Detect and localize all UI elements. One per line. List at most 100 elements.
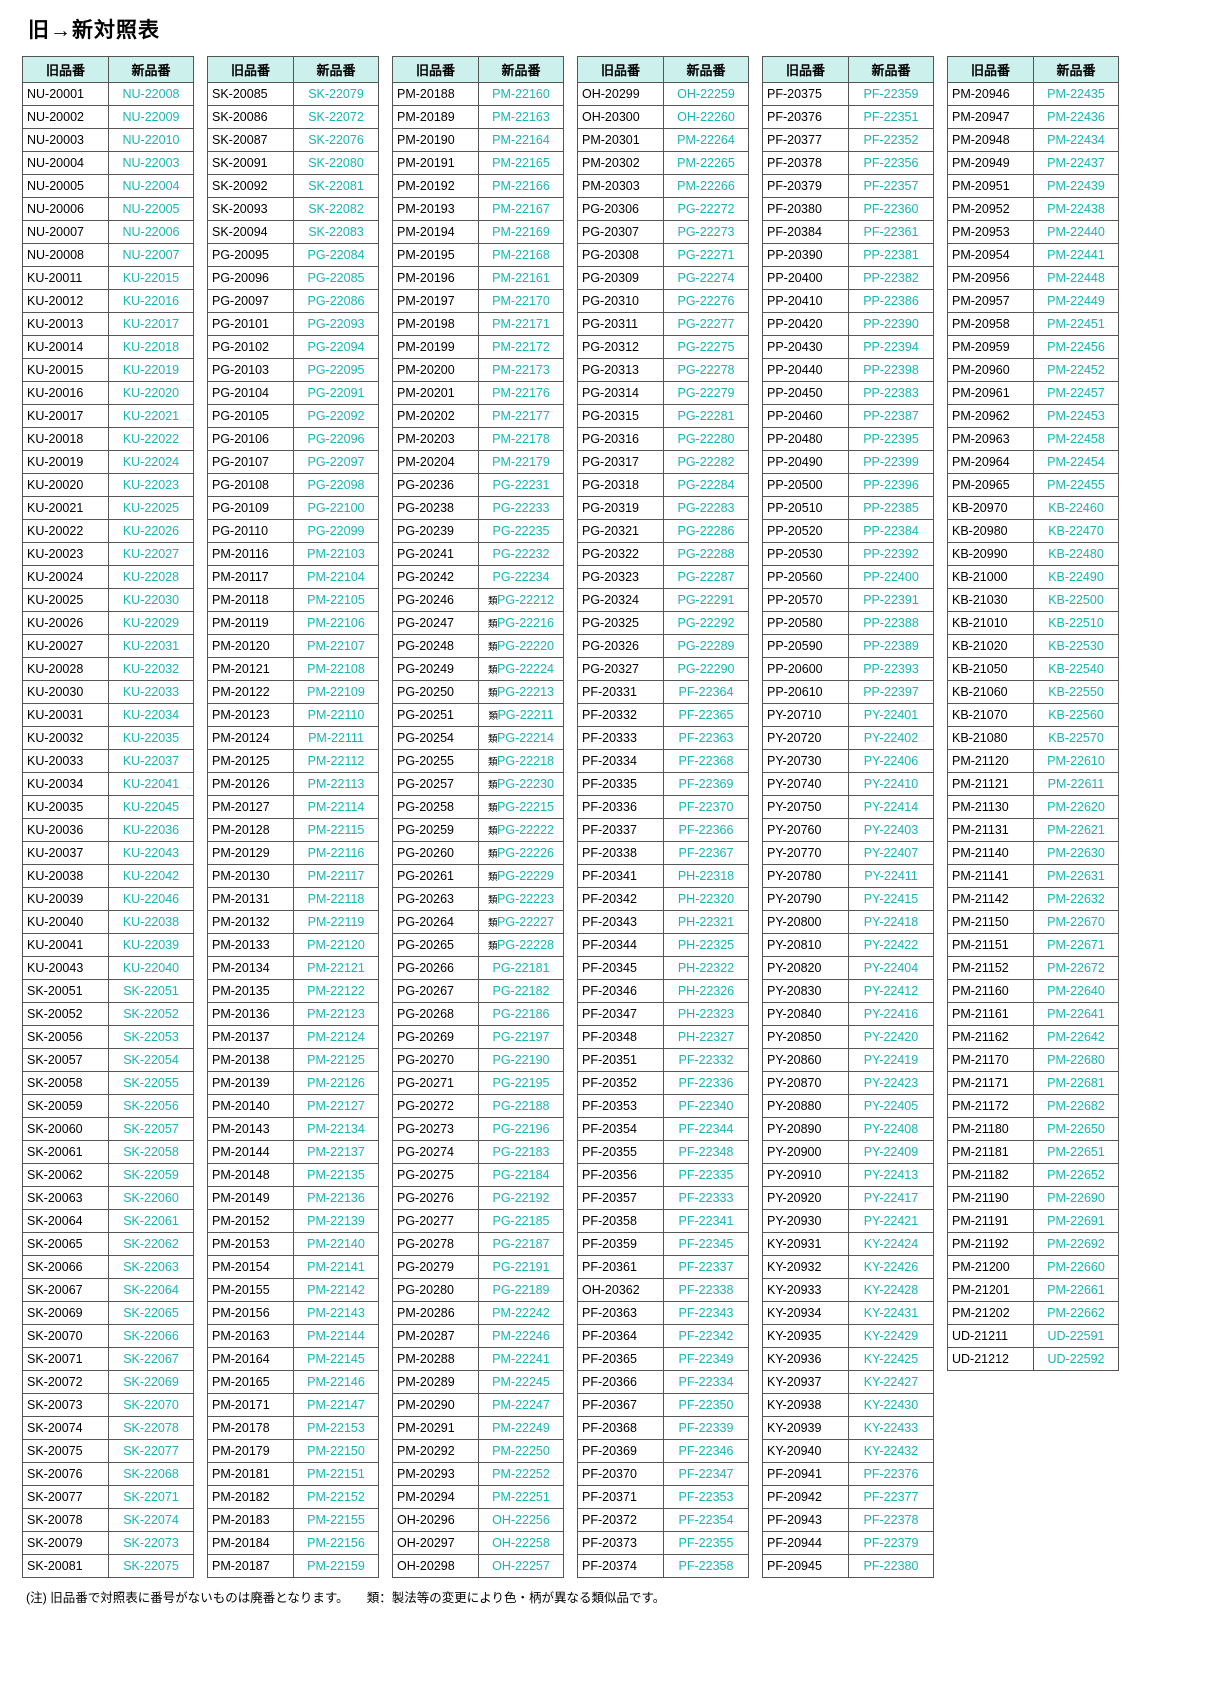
new-part-number: KU-22039 (108, 933, 194, 957)
new-part-number: KB-22470 (1033, 519, 1119, 543)
table-row: PM-20140 PM-22127 (207, 1094, 379, 1118)
old-part-number: PG-20278 (392, 1232, 479, 1256)
table-row: PG-20325 PG-22292 (577, 611, 749, 635)
new-part-number: NU-22008 (108, 82, 194, 106)
table-row: PF-20338 PF-22367 (577, 841, 749, 865)
new-part-number: KU-22026 (108, 519, 194, 543)
table-header-row: 旧品番 新品番 (762, 56, 934, 83)
new-part-number: PF-22333 (663, 1186, 749, 1210)
new-part-number: PF-22347 (663, 1462, 749, 1486)
table-row: PM-20303 PM-22266 (577, 174, 749, 198)
old-part-number: PM-20946 (947, 82, 1034, 106)
new-part-number: NU-22010 (108, 128, 194, 152)
new-part-number: SK-22081 (293, 174, 379, 198)
table-row: SK-20077 SK-22071 (22, 1485, 194, 1509)
table-row: PP-20390 PP-22381 (762, 243, 934, 267)
new-part-number: PH-22322 (663, 956, 749, 980)
new-part-number: PM-22135 (293, 1163, 379, 1187)
table-row: PM-20134 PM-22121 (207, 956, 379, 980)
old-part-number: PG-20107 (207, 450, 294, 474)
new-part-number: PG-22093 (293, 312, 379, 336)
column-header-new-part-number: 新品番 (478, 56, 564, 83)
old-part-number: PM-20195 (392, 243, 479, 267)
old-part-number: PM-21161 (947, 1002, 1034, 1026)
new-part-number: KY-22429 (848, 1324, 934, 1348)
table-row: PM-21160 PM-22640 (947, 979, 1119, 1003)
new-part-number: KY-22433 (848, 1416, 934, 1440)
new-part-number: PM-22137 (293, 1140, 379, 1164)
new-part-number: PM-22107 (293, 634, 379, 658)
table-row: SK-20061 SK-22058 (22, 1140, 194, 1164)
table-row: PM-20301 PM-22264 (577, 128, 749, 152)
new-part-number: PM-22176 (478, 381, 564, 405)
table-row: PY-20750 PY-22414 (762, 795, 934, 819)
table-row: SK-20059 SK-22056 (22, 1094, 194, 1118)
new-part-number: PM-22632 (1033, 887, 1119, 911)
new-part-number: PG-22096 (293, 427, 379, 451)
table-row: KU-20024 KU-22028 (22, 565, 194, 589)
old-part-number: PM-20164 (207, 1347, 294, 1371)
old-part-number: PP-20570 (762, 588, 849, 612)
old-part-number: PG-20239 (392, 519, 479, 543)
new-part-number: PM-22152 (293, 1485, 379, 1509)
similar-product-marker: 類 (488, 596, 498, 607)
new-part-number: PM-22610 (1033, 749, 1119, 773)
similar-product-marker: 類 (488, 803, 498, 814)
old-part-number: KB-20990 (947, 542, 1034, 566)
old-part-number: PM-20182 (207, 1485, 294, 1509)
new-part-number: PM-22144 (293, 1324, 379, 1348)
table-row: PF-20346 PH-22326 (577, 979, 749, 1003)
new-part-number: KU-22032 (108, 657, 194, 681)
table-row: PM-20196 PM-22161 (392, 266, 564, 290)
table-row: PG-20327 PG-22290 (577, 657, 749, 681)
column-header-new-part-number: 新品番 (663, 56, 749, 83)
table-row: PM-20126 PM-22113 (207, 772, 379, 796)
old-part-number: PM-20133 (207, 933, 294, 957)
table-row: PM-20302 PM-22265 (577, 151, 749, 175)
table-row: PF-20366 PF-22334 (577, 1370, 749, 1394)
new-part-number: SK-22078 (108, 1416, 194, 1440)
old-part-number: SK-20062 (22, 1163, 109, 1187)
new-part-number: PF-22361 (848, 220, 934, 244)
table-row: PG-20110 PG-22099 (207, 519, 379, 543)
new-part-number: PP-22396 (848, 473, 934, 497)
table-row: OH-20299 OH-22259 (577, 82, 749, 106)
new-part-number: KU-22028 (108, 565, 194, 589)
table-row: KB-21000 KB-22490 (947, 565, 1119, 589)
table-row: PY-20930 PY-22421 (762, 1209, 934, 1233)
table-row: PM-20122 PM-22109 (207, 680, 379, 704)
table-row: PG-20271 PG-22195 (392, 1071, 564, 1095)
similar-product-marker: 類 (488, 872, 498, 883)
old-part-number: SK-20059 (22, 1094, 109, 1118)
old-part-number: PF-20943 (762, 1508, 849, 1532)
old-part-number: KU-20014 (22, 335, 109, 359)
new-part-number: KU-22020 (108, 381, 194, 405)
old-part-number: KY-20940 (762, 1439, 849, 1463)
new-part-number: PG-22192 (478, 1186, 564, 1210)
new-part-number: SK-22083 (293, 220, 379, 244)
old-part-number: KY-20939 (762, 1416, 849, 1440)
old-part-number: PY-20760 (762, 818, 849, 842)
old-part-number: PM-20958 (947, 312, 1034, 336)
new-part-number: PY-22419 (848, 1048, 934, 1072)
old-part-number: PM-20123 (207, 703, 294, 727)
old-part-number: KB-21030 (947, 588, 1034, 612)
table-row: PP-20400 PP-22382 (762, 266, 934, 290)
table-row: PM-21141 PM-22631 (947, 864, 1119, 888)
table-row: SK-20076 SK-22068 (22, 1462, 194, 1486)
table-row: PG-20247 類PG-22216 (392, 611, 564, 635)
table-row: PF-20344 PH-22325 (577, 933, 749, 957)
old-part-number: PF-20361 (577, 1255, 664, 1279)
old-part-number: PY-20910 (762, 1163, 849, 1187)
new-part-number: SK-22065 (108, 1301, 194, 1325)
new-part-number: KB-22490 (1033, 565, 1119, 589)
new-part-number: PH-22321 (663, 910, 749, 934)
old-part-number: PG-20104 (207, 381, 294, 405)
table-row: KU-20019 KU-22024 (22, 450, 194, 474)
old-part-number: PM-20118 (207, 588, 294, 612)
old-part-number: KU-20037 (22, 841, 109, 865)
old-part-number: PY-20820 (762, 956, 849, 980)
new-part-number: KY-22432 (848, 1439, 934, 1463)
new-part-number: OH-22256 (478, 1508, 564, 1532)
table-row: KU-20040 KU-22038 (22, 910, 194, 934)
